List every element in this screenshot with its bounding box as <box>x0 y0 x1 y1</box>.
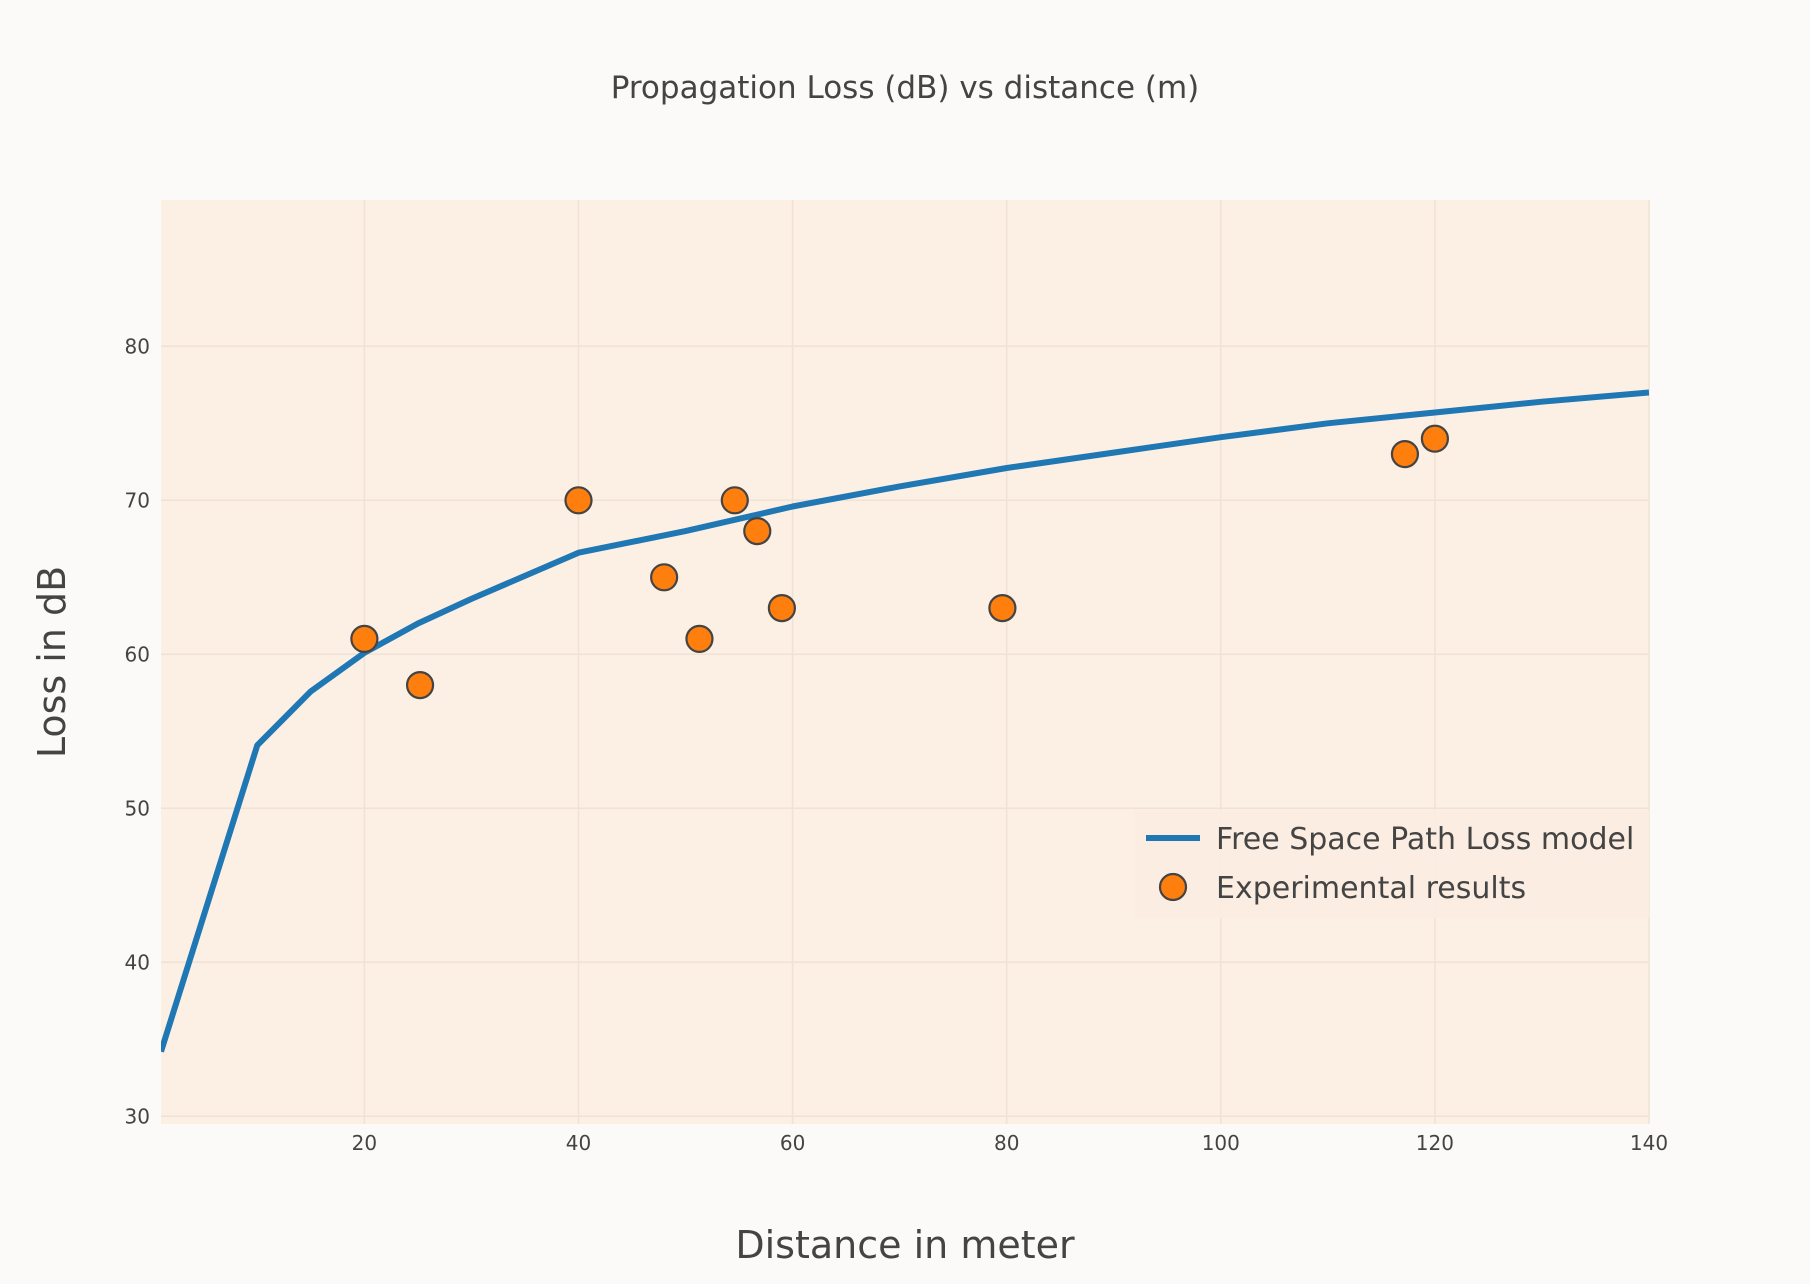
data-point-experimental <box>350 624 379 654</box>
data-point-experimental <box>743 516 772 546</box>
x-tick-label: 120 <box>1416 1131 1454 1155</box>
data-point-experimental <box>564 486 593 515</box>
y-axis-title: Loss in dB <box>30 566 74 758</box>
y-tick-label: 70 <box>125 488 150 512</box>
legend-background <box>1134 810 1649 918</box>
y-tick-label: 80 <box>125 334 150 358</box>
series-line-model <box>161 389 1649 1053</box>
y-tick-label: 50 <box>125 796 150 820</box>
data-point-experimental <box>720 486 749 515</box>
series-points-group <box>350 424 1449 700</box>
data-point-experimental <box>988 593 1017 623</box>
data-point-experimental <box>650 563 679 592</box>
legend-marker-swatch <box>1158 872 1188 902</box>
x-tick-label: 140 <box>1630 1131 1668 1155</box>
legend: Free Space Path Loss model Experimental … <box>1134 810 1649 918</box>
data-point-experimental <box>685 624 714 654</box>
data-point-experimental <box>405 670 435 700</box>
legend-label-model: Free Space Path Loss model <box>1216 822 1634 857</box>
y-tick-label: 60 <box>125 642 150 666</box>
y-tick-label: 40 <box>125 950 150 974</box>
y-axis-ticks: 30 40 50 60 70 80 <box>125 334 150 1128</box>
plot-area <box>161 200 1649 1124</box>
x-axis-ticks: 20 40 60 80 100 120 140 <box>352 1131 1668 1155</box>
x-tick-label: 20 <box>352 1131 377 1155</box>
chart-title: Propagation Loss (dB) vs distance (m) <box>611 70 1200 106</box>
grid <box>161 200 1650 1124</box>
x-axis-title: Distance in meter <box>735 1223 1075 1267</box>
data-point-experimental <box>1420 424 1449 453</box>
x-tick-label: 100 <box>1202 1131 1240 1155</box>
y-tick-label: 30 <box>125 1104 150 1128</box>
x-tick-label: 60 <box>780 1131 805 1155</box>
legend-label-experimental: Experimental results <box>1216 871 1526 906</box>
x-tick-label: 40 <box>566 1131 591 1155</box>
data-point-experimental <box>767 593 796 623</box>
x-tick-label: 80 <box>994 1131 1019 1155</box>
series-line-group <box>161 389 1649 1053</box>
data-point-experimental <box>1390 440 1420 469</box>
